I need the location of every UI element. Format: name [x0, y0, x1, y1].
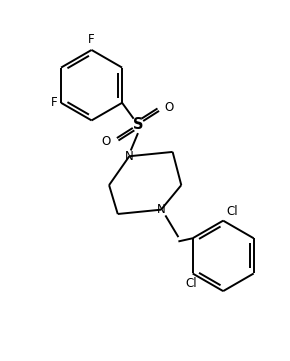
- Text: O: O: [165, 101, 174, 114]
- Text: N: N: [125, 150, 134, 163]
- Text: O: O: [102, 135, 111, 148]
- Text: Cl: Cl: [185, 277, 197, 290]
- Text: N: N: [157, 203, 166, 216]
- Text: Cl: Cl: [226, 205, 238, 218]
- Text: F: F: [88, 34, 95, 47]
- Text: F: F: [51, 96, 58, 109]
- Text: S: S: [133, 117, 143, 132]
